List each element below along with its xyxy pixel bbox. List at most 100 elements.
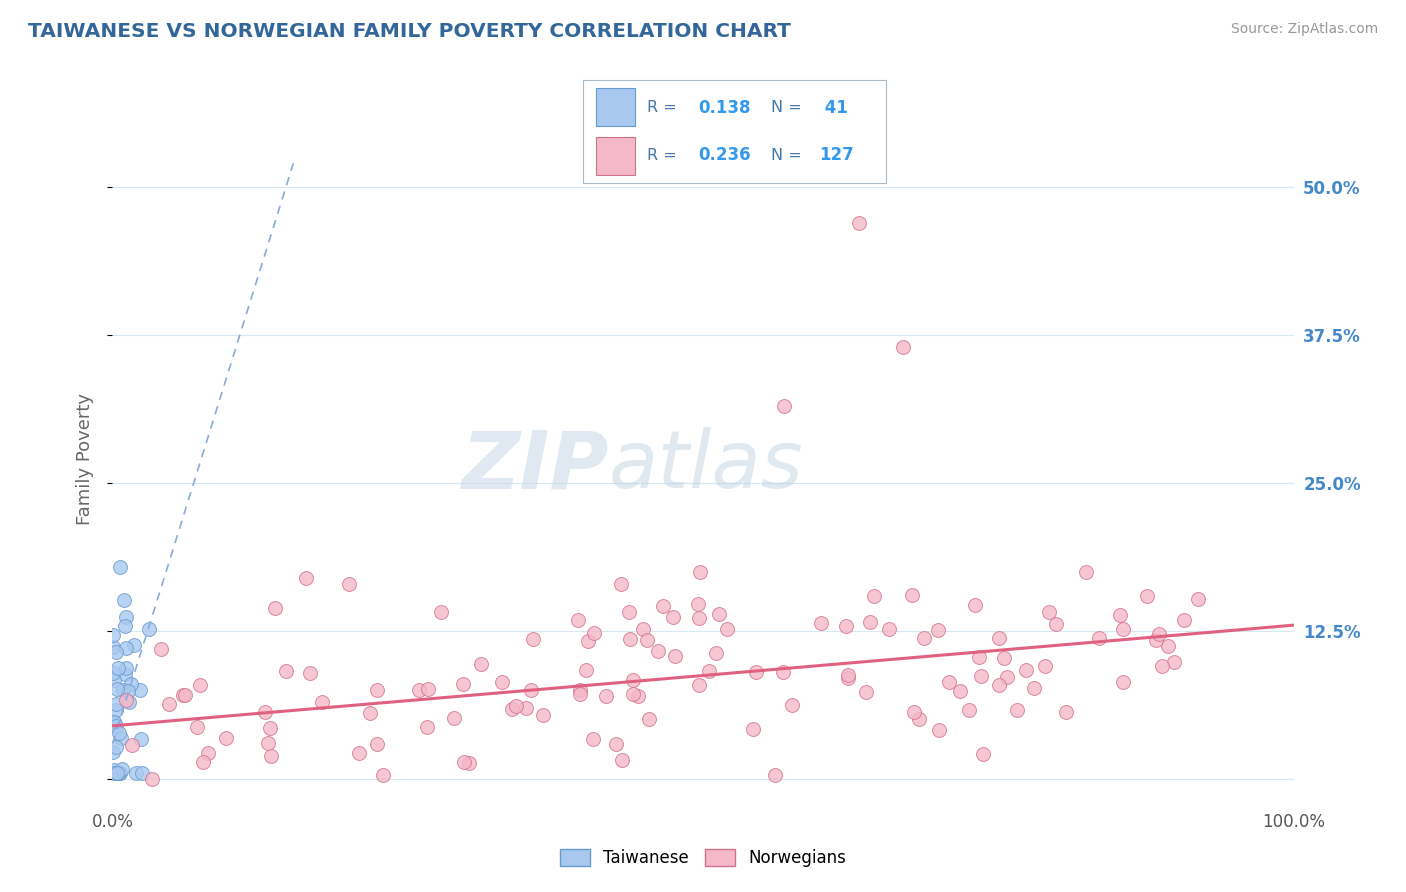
Point <box>120 677 142 691</box>
Point <box>259 748 281 763</box>
Point <box>699 664 721 678</box>
Point <box>664 648 686 663</box>
Point <box>141 772 163 786</box>
Point <box>103 766 125 780</box>
Point <box>505 699 527 714</box>
Point <box>263 601 285 615</box>
Point <box>107 766 129 780</box>
Point <box>1112 674 1135 689</box>
Point <box>110 731 132 745</box>
Point <box>965 598 987 612</box>
Point <box>1147 627 1170 641</box>
Text: R =: R = <box>647 101 682 115</box>
Point <box>716 622 738 636</box>
Point <box>107 682 129 697</box>
Point <box>938 675 960 690</box>
Point <box>972 747 994 761</box>
Point <box>186 720 208 734</box>
Text: Source: ZipAtlas.com: Source: ZipAtlas.com <box>1230 22 1378 37</box>
Point <box>1108 607 1130 622</box>
Point <box>863 589 886 603</box>
Point <box>688 678 710 692</box>
Point <box>610 753 633 767</box>
Point <box>780 698 803 712</box>
Point <box>103 763 125 777</box>
Point <box>970 669 993 683</box>
Text: 0.236: 0.236 <box>699 146 751 164</box>
Point <box>1187 592 1209 607</box>
Point <box>118 695 141 709</box>
Point <box>114 667 136 681</box>
Point <box>103 715 125 730</box>
Point <box>949 684 972 698</box>
Point <box>636 633 658 648</box>
Point <box>443 711 465 725</box>
Point <box>621 673 644 687</box>
Point <box>108 559 131 574</box>
Point <box>299 665 322 680</box>
Point <box>689 565 711 579</box>
Text: 127: 127 <box>820 146 853 164</box>
Point <box>967 649 990 664</box>
Point <box>491 675 513 690</box>
Point <box>1033 659 1056 673</box>
Point <box>366 737 388 751</box>
Point <box>763 768 786 782</box>
Point <box>988 631 1011 645</box>
Point <box>515 701 537 715</box>
Point <box>295 571 318 585</box>
Point <box>605 737 627 751</box>
Point <box>575 663 598 677</box>
Point <box>1157 640 1180 654</box>
FancyBboxPatch shape <box>596 136 636 175</box>
Point <box>117 684 139 698</box>
Point <box>1136 589 1159 603</box>
Point <box>595 689 617 703</box>
Point <box>214 731 236 746</box>
Point <box>416 721 439 735</box>
Point <box>848 215 870 229</box>
Point <box>810 615 832 630</box>
Point <box>912 631 935 645</box>
Point <box>569 683 592 698</box>
Point <box>835 619 858 633</box>
Point <box>274 665 297 679</box>
Point <box>837 671 859 685</box>
Point <box>101 666 124 681</box>
Y-axis label: Family Poverty: Family Poverty <box>76 393 94 525</box>
Text: 41: 41 <box>820 99 848 117</box>
Point <box>901 588 924 602</box>
Point <box>257 736 280 750</box>
Point <box>107 726 129 740</box>
Point <box>311 695 333 709</box>
Point <box>993 651 1015 665</box>
Point <box>1024 681 1046 695</box>
Point <box>104 766 127 780</box>
Point <box>470 657 492 672</box>
Point <box>101 640 124 654</box>
Point <box>1045 617 1067 632</box>
Point <box>347 746 370 760</box>
Point <box>408 682 430 697</box>
Point <box>101 628 124 642</box>
Point <box>610 576 633 591</box>
Point <box>150 642 173 657</box>
Point <box>1038 605 1060 619</box>
Point <box>647 643 669 657</box>
Point <box>105 766 128 780</box>
Point <box>112 592 135 607</box>
Point <box>772 665 794 680</box>
Point <box>995 670 1018 684</box>
Point <box>631 623 654 637</box>
Text: TAIWANESE VS NORWEGIAN FAMILY POVERTY CORRELATION CHART: TAIWANESE VS NORWEGIAN FAMILY POVERTY CO… <box>28 22 792 41</box>
Point <box>259 722 281 736</box>
Point <box>172 688 194 702</box>
Point <box>637 713 659 727</box>
Point <box>458 756 481 771</box>
Point <box>520 683 543 698</box>
Point <box>893 340 915 354</box>
Point <box>105 740 128 755</box>
Point <box>576 634 599 648</box>
Point <box>583 625 606 640</box>
Point <box>129 731 152 746</box>
